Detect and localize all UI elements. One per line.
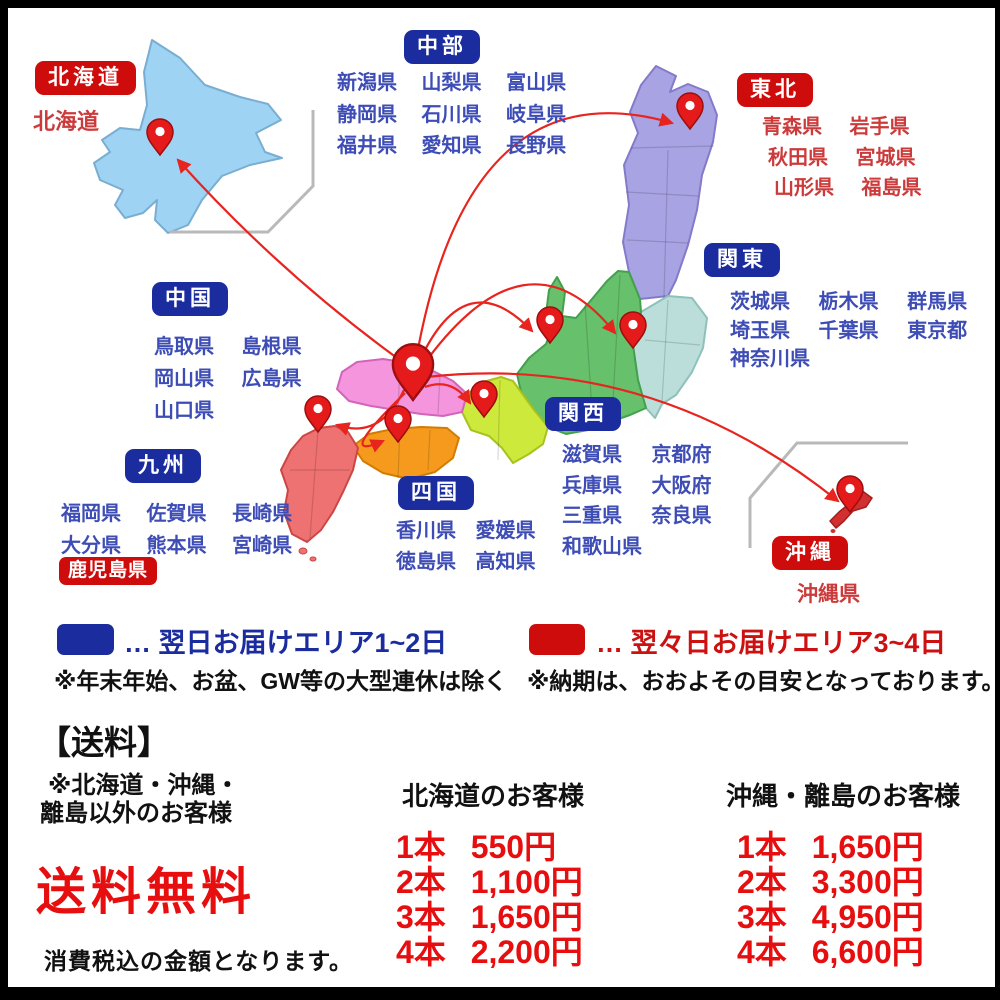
badge-tohoku: 東北: [737, 73, 813, 108]
arrow-to-kanto: [423, 283, 617, 365]
pref-row: 大分県 熊本県 宮崎県: [61, 534, 293, 557]
map-pins: [146, 92, 864, 514]
region-hokkaido-shape: [93, 39, 283, 234]
pref-row: 秋田県 宮城県: [768, 146, 916, 169]
pin-origin-chugoku: [391, 343, 435, 402]
pref-row: 新潟県 山梨県 富山県: [337, 72, 567, 94]
price-row: 4本 6,600円: [737, 934, 924, 970]
label-hokkaido-pref: 北海道: [33, 109, 100, 134]
legend-red-label: … 翌々日お届けエリア3~4日: [596, 628, 947, 658]
okinawa-price-list: 1本 1,650円 2本 3,300円 3本 4,950円 4本 6,600円: [737, 830, 924, 970]
badge-hokkaido: 北海道: [35, 61, 136, 96]
pref-row: 神奈川県: [730, 348, 810, 370]
hokkaido-price-list: 1本 550円 2本 1,100円 3本 1,650円 4本 2,200円: [396, 830, 583, 970]
price-row: 3本 1,650円: [396, 899, 583, 935]
arrow-to-chubu: [419, 301, 534, 361]
prefecture-borders: [290, 145, 715, 539]
frame-left: [0, 0, 8, 1000]
pref-row: 岡山県 広島県: [154, 368, 302, 390]
legend-blue-label: … 翌日お届けエリア1~2日: [124, 628, 448, 658]
shipping-tax-note: 消費税込の金額となります。: [44, 948, 354, 974]
pref-row: 鳥取県 島根県: [154, 336, 302, 358]
frame-bottom: [0, 987, 1000, 1000]
badge-kagoshima: 鹿児島県: [59, 557, 158, 585]
pin-kanto: [619, 311, 647, 350]
pin-kyushu: [304, 395, 332, 434]
hokkaido-prices-heading: 北海道のお客様: [402, 781, 585, 811]
pin-kansai: [470, 380, 498, 419]
pref-row: 福岡県 佐賀県 長崎県: [61, 503, 293, 525]
pref-row: 茨城県 栃木県 群馬県: [730, 291, 968, 313]
shipping-title: 【送料】: [38, 724, 170, 761]
badge-chubu: 中部: [404, 30, 480, 65]
pref-row: 埼玉県 千葉県 東京都: [730, 319, 968, 342]
price-row: 2本 3,300円: [737, 864, 924, 900]
pref-row: 兵庫県 大阪府: [562, 474, 712, 497]
preflist-kanto: 茨城県 栃木県 群馬県 埼玉県 千葉県 東京都 神奈川県: [730, 288, 967, 374]
hokkaido-inset-line: [170, 110, 315, 234]
pref-row: 青森県 岩手県: [762, 116, 910, 138]
preflist-chubu: 新潟県 山梨県 富山県 静岡県 石川県 岐阜県 福井県 愛知県 長野県: [337, 68, 566, 163]
shipping-free-heading-line1: ※北海道・沖縄・: [48, 772, 240, 799]
badge-kanto: 関東: [704, 243, 780, 278]
badge-kansai: 関西: [545, 397, 621, 432]
pref-row: 香川県 愛媛県: [396, 520, 536, 542]
pin-okinawa: [836, 475, 864, 514]
arrow-to-okinawa: [426, 372, 840, 503]
pin-chubu: [536, 306, 564, 345]
pref-row: 山口県: [154, 400, 214, 422]
legend-blue-swatch: [57, 624, 114, 655]
arrow-to-hokkaido: [176, 158, 412, 369]
pref-row: 静岡県 石川県 岐阜県: [337, 103, 567, 126]
arrow-to-tohoku: [414, 112, 675, 361]
pref-row: 和歌山県: [562, 535, 642, 558]
pref-row: 福井県 愛知県 長野県: [337, 135, 567, 157]
pref-row: 滋賀県 京都府: [562, 444, 712, 466]
pin-tohoku: [676, 92, 704, 131]
pref-row: 山形県 福島県: [774, 177, 922, 199]
arrow-to-shikoku: [361, 392, 406, 453]
badge-chugoku: 中国: [152, 282, 228, 317]
shipping-free-heading-line2: 離島以外のお客様: [40, 799, 232, 827]
pref-row: 徳島県 高知県: [396, 551, 536, 573]
preflist-kansai: 滋賀県 京都府 兵庫県 大阪府 三重県 奈良県 和歌山県: [562, 440, 712, 562]
price-row: 2本 1,100円: [396, 864, 583, 900]
arrow-to-kansai: [424, 383, 472, 405]
frame-right: [995, 0, 1000, 1000]
pin-hokkaido: [146, 118, 174, 157]
shipping-free-label: 送料無料: [36, 864, 256, 920]
price-row: 4本 2,200円: [396, 934, 583, 970]
legend-red-swatch: [529, 624, 585, 655]
label-okinawa-pref: 沖縄県: [797, 583, 860, 606]
frame-top: [0, 0, 1000, 8]
price-row: 1本 1,650円: [737, 829, 924, 865]
preflist-tohoku: 青森県 岩手県 秋田県 宮城県 山形県 福島県: [762, 112, 922, 204]
legend-blue-note: ※年末年始、お盆、GW等の大型連休は除く: [54, 668, 507, 694]
preflist-shikoku: 香川県 愛媛県 徳島県 高知県: [396, 516, 536, 578]
badge-kyushu: 九州: [125, 449, 201, 484]
okinawa-inset-line: [748, 441, 908, 548]
kyushu-islet: [298, 547, 308, 555]
preflist-kyushu: 福岡県 佐賀県 長崎県 大分県 熊本県 宮崎県: [61, 499, 292, 562]
price-row: 1本 550円: [396, 829, 557, 865]
arrow-to-kyushu: [334, 389, 405, 436]
shipping-free-heading: ※北海道・沖縄・ 離島以外のお客様: [40, 772, 239, 827]
legend-red-note: ※納期は、おおよその目安となっております。: [527, 668, 1000, 694]
okinawa-prices-heading: 沖縄・離島のお客様: [726, 781, 961, 811]
region-tohoku-shape: [622, 65, 718, 300]
preflist-chugoku: 鳥取県 島根県 岡山県 広島県 山口県: [154, 331, 302, 427]
kyushu-islet: [309, 556, 317, 562]
okinawa-islet: [830, 529, 836, 533]
region-kyushu-shape: [280, 425, 359, 543]
badge-shikoku: 四国: [398, 476, 474, 511]
shipping-arrows: [176, 112, 840, 503]
pref-row: 三重県 奈良県: [562, 505, 712, 527]
price-row: 3本 4,950円: [737, 899, 924, 935]
region-shikoku-shape: [352, 426, 460, 480]
badge-okinawa: 沖縄: [772, 536, 848, 571]
pin-shikoku: [384, 405, 412, 444]
